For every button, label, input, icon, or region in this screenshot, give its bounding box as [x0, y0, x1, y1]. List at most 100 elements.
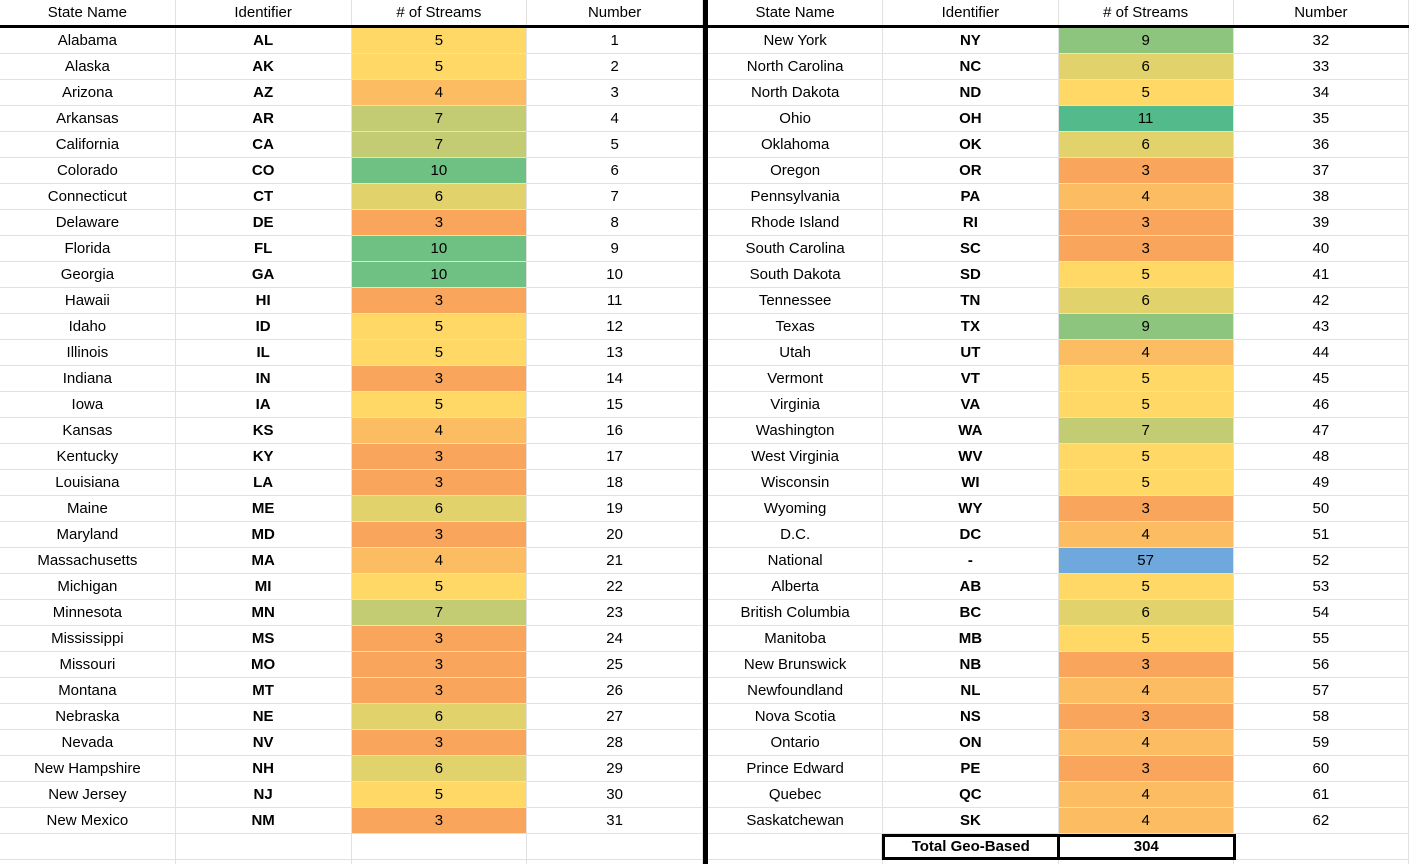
cell-number[interactable]: 21	[527, 548, 703, 574]
cell-identifier[interactable]: ID	[175, 314, 352, 340]
cell-streams[interactable]: 10	[351, 262, 528, 288]
cell-streams[interactable]: 5	[351, 28, 528, 54]
cell-streams[interactable]: 57	[1058, 548, 1234, 574]
cell-state-name[interactable]: Delaware	[0, 210, 176, 236]
cell-number[interactable]: 53	[1233, 574, 1409, 600]
cell-streams[interactable]: 5	[351, 574, 528, 600]
cell-blank[interactable]	[708, 834, 882, 860]
cell-streams[interactable]: 4	[1058, 678, 1234, 704]
cell-identifier[interactable]: PA	[883, 184, 1059, 210]
header-cell-number[interactable]: Number	[527, 0, 703, 25]
cell-state-name[interactable]: Ontario	[708, 730, 884, 756]
cell-blank[interactable]	[0, 834, 176, 860]
cell-number[interactable]: 52	[1233, 548, 1409, 574]
cell-streams[interactable]: 3	[351, 522, 528, 548]
cell-number[interactable]: 28	[527, 730, 703, 756]
cell-state-name[interactable]: D.C.	[708, 522, 884, 548]
cell-number[interactable]: 25	[527, 652, 703, 678]
cell-state-name[interactable]: Quebec	[708, 782, 884, 808]
cell-state-name[interactable]: Missouri	[0, 652, 176, 678]
cell-streams[interactable]: 3	[351, 626, 528, 652]
cell-streams[interactable]: 3	[351, 652, 528, 678]
cell-number[interactable]: 37	[1233, 158, 1409, 184]
cell-number[interactable]: 30	[527, 782, 703, 808]
cell-identifier[interactable]: OK	[883, 132, 1059, 158]
cell-identifier[interactable]: AZ	[175, 80, 352, 106]
cell-identifier[interactable]: CO	[175, 158, 352, 184]
cell-number[interactable]: 45	[1233, 366, 1409, 392]
cell-identifier[interactable]: MT	[175, 678, 352, 704]
cell-number[interactable]: 50	[1233, 496, 1409, 522]
cell-identifier[interactable]: WY	[883, 496, 1059, 522]
cell-identifier[interactable]: OR	[883, 158, 1059, 184]
cell-streams[interactable]: 3	[351, 444, 528, 470]
cell-state-name[interactable]: Oklahoma	[708, 132, 884, 158]
cell-identifier[interactable]: UT	[883, 340, 1059, 366]
cell-identifier[interactable]: AB	[883, 574, 1059, 600]
cell-number[interactable]: 58	[1233, 704, 1409, 730]
cell-streams[interactable]: 7	[351, 600, 528, 626]
cell-state-name[interactable]: Manitoba	[708, 626, 884, 652]
cell-state-name[interactable]: Kansas	[0, 418, 176, 444]
cell-number[interactable]: 61	[1233, 782, 1409, 808]
cell-state-name[interactable]: West Virginia	[708, 444, 884, 470]
cell-identifier[interactable]: VT	[883, 366, 1059, 392]
cell-streams[interactable]: 3	[1058, 158, 1234, 184]
header-cell-of-streams[interactable]: # of Streams	[1059, 0, 1234, 25]
cell-number[interactable]: 16	[527, 418, 703, 444]
cell-identifier[interactable]: MD	[175, 522, 352, 548]
cell-number[interactable]: 14	[527, 366, 703, 392]
cell-identifier[interactable]: CT	[175, 184, 352, 210]
cell-number[interactable]: 6	[527, 158, 703, 184]
cell-identifier[interactable]: IL	[175, 340, 352, 366]
cell-state-name[interactable]: British Columbia	[708, 600, 884, 626]
cell-state-name[interactable]: Maine	[0, 496, 176, 522]
cell-streams[interactable]: 9	[1058, 28, 1234, 54]
cell-streams[interactable]: 6	[351, 184, 528, 210]
cell-identifier[interactable]: TN	[883, 288, 1059, 314]
cell-state-name[interactable]: Wyoming	[708, 496, 884, 522]
cell-number[interactable]: 48	[1233, 444, 1409, 470]
cell-number[interactable]: 32	[1233, 28, 1409, 54]
cell-identifier[interactable]: AK	[175, 54, 352, 80]
cell-streams[interactable]: 6	[1058, 288, 1234, 314]
cell-identifier[interactable]: DC	[883, 522, 1059, 548]
cell-state-name[interactable]: Oregon	[708, 158, 884, 184]
cell-state-name[interactable]: Montana	[0, 678, 176, 704]
cell-streams[interactable]: 10	[351, 236, 528, 262]
cell-streams[interactable]: 4	[351, 548, 528, 574]
cell-identifier[interactable]: GA	[175, 262, 352, 288]
cell-state-name[interactable]: New York	[708, 28, 884, 54]
header-cell-state-name[interactable]: State Name	[708, 0, 884, 25]
cell-state-name[interactable]: Nebraska	[0, 704, 176, 730]
cell-number[interactable]: 27	[527, 704, 703, 730]
cell-streams[interactable]: 5	[1058, 444, 1234, 470]
cell-number[interactable]: 15	[527, 392, 703, 418]
cell-identifier[interactable]: MN	[175, 600, 352, 626]
cell-number[interactable]: 20	[527, 522, 703, 548]
cell-state-name[interactable]: Nevada	[0, 730, 176, 756]
cell-identifier[interactable]: DE	[175, 210, 352, 236]
cell-state-name[interactable]: Saskatchewan	[708, 808, 884, 834]
cell-streams[interactable]: 9	[1058, 314, 1234, 340]
cell-streams[interactable]: 5	[1058, 470, 1234, 496]
cell-blank[interactable]	[176, 860, 352, 864]
cell-number[interactable]: 8	[527, 210, 703, 236]
cell-number[interactable]: 44	[1233, 340, 1409, 366]
cell-streams[interactable]: 5	[351, 340, 528, 366]
cell-streams[interactable]: 7	[351, 132, 528, 158]
cell-blank[interactable]	[0, 860, 176, 864]
cell-streams[interactable]: 4	[351, 80, 528, 106]
cell-state-name[interactable]: Minnesota	[0, 600, 176, 626]
cell-state-name[interactable]: South Dakota	[708, 262, 884, 288]
cell-number[interactable]: 26	[527, 678, 703, 704]
cell-number[interactable]: 35	[1233, 106, 1409, 132]
cell-streams[interactable]: 4	[1058, 808, 1234, 834]
cell-streams[interactable]: 5	[1058, 262, 1234, 288]
cell-number[interactable]: 1	[527, 28, 703, 54]
cell-number[interactable]: 38	[1233, 184, 1409, 210]
cell-streams[interactable]: 3	[1058, 236, 1234, 262]
cell-identifier[interactable]: AR	[175, 106, 352, 132]
cell-streams[interactable]: 11	[1058, 106, 1234, 132]
cell-state-name[interactable]: Connecticut	[0, 184, 176, 210]
